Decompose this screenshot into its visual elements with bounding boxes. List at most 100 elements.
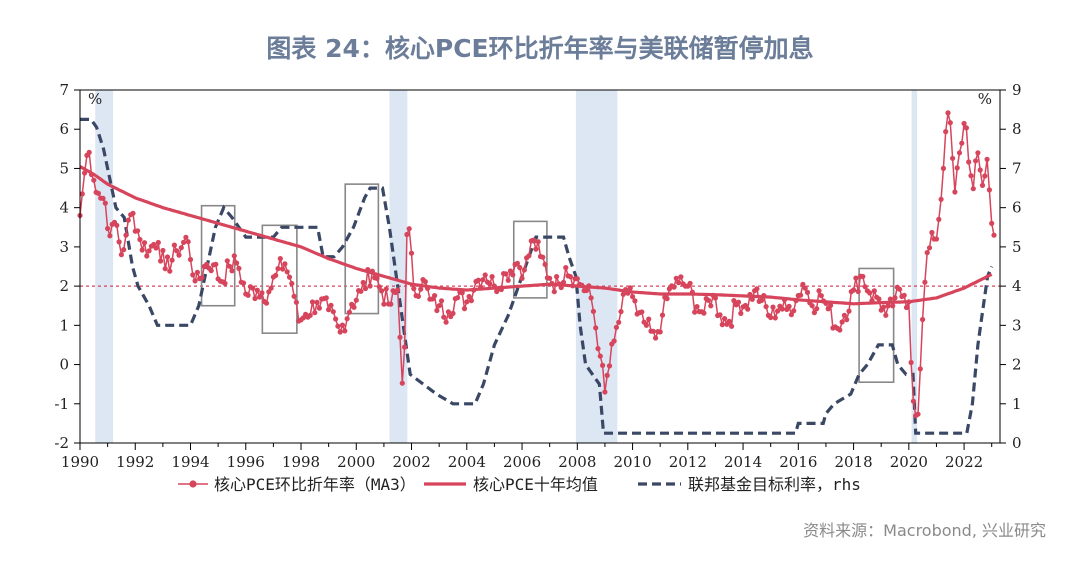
- core-pce-point-19: [121, 247, 127, 253]
- core-pce-point-354: [892, 295, 898, 301]
- core-pce-point-216: [574, 276, 580, 282]
- core-pce-point-175: [480, 277, 486, 283]
- core-pce-point-185: [503, 271, 509, 277]
- legend-label-core-pce-ten-year-average: 核心PCE十年均值: [473, 475, 598, 494]
- recession-band-4: [911, 90, 918, 443]
- core-pce-point-10: [100, 195, 106, 201]
- core-pce-point-90: [284, 269, 290, 275]
- core-pce-point-314: [800, 281, 806, 287]
- series-group: [77, 110, 997, 435]
- core-pce-point-180: [491, 283, 497, 289]
- core-pce-point-390: [975, 150, 981, 156]
- core-pce-point-41: [171, 242, 177, 248]
- core-pce-point-274: [708, 303, 714, 309]
- core-pce-point-93: [291, 293, 297, 299]
- core-pce-point-225: [595, 346, 601, 352]
- left-tick-label: 7: [59, 81, 69, 99]
- highlight-box-2: [261, 224, 298, 334]
- core-pce-point-67: [231, 253, 237, 259]
- core-pce-point-308: [786, 303, 792, 309]
- core-pce-point-213: [567, 274, 574, 280]
- x-tick-label: 1998: [282, 453, 320, 471]
- core-pce-point-101: [309, 299, 316, 305]
- core-pce-point-234: [616, 319, 622, 325]
- core-pce-point-26: [137, 236, 143, 243]
- core-pce-point-238: [625, 290, 631, 296]
- core-pce-point-373: [936, 216, 942, 222]
- core-pce-point-359: [903, 304, 910, 311]
- left-axis-unit: %: [88, 90, 102, 108]
- core-pce-point-366: [920, 316, 926, 323]
- core-pce-point-86: [275, 266, 281, 272]
- core-pce-point-166: [459, 290, 465, 296]
- core-pce-point-110: [330, 309, 336, 315]
- core-pce-point-267: [692, 309, 698, 315]
- core-pce-point-228: [602, 389, 608, 395]
- core-pce-point-222: [588, 295, 594, 301]
- core-pce-point-44: [178, 245, 184, 251]
- core-pce-point-210: [560, 279, 567, 285]
- core-pce-point-233: [613, 324, 620, 330]
- core-pce-point-16: [114, 222, 120, 228]
- highlight-boxes: [200, 183, 895, 384]
- right-tick-label: 0: [1012, 434, 1022, 452]
- core-pce-point-279: [719, 322, 725, 328]
- core-pce-point-157: [438, 298, 445, 304]
- right-tick-label: 1: [1012, 395, 1022, 413]
- right-tick-label: 7: [1012, 159, 1022, 177]
- core-pce-point-131: [379, 288, 385, 294]
- core-pce-point-102: [312, 310, 318, 316]
- core-pce-point-6: [91, 177, 97, 183]
- core-pce-point-385: [963, 125, 970, 131]
- core-pce-point-370: [929, 229, 935, 236]
- core-pce-point-4: [86, 149, 92, 155]
- core-pce-point-145: [411, 286, 417, 292]
- core-pce-point-112: [335, 323, 341, 329]
- core-pce-point-362: [910, 398, 917, 404]
- core-pce-point-83: [268, 285, 274, 291]
- core-pce-point-100: [307, 312, 313, 318]
- core-pce-point-91: [286, 274, 293, 280]
- core-pce-point-76: [252, 295, 258, 302]
- core-pce-point-365: [917, 366, 923, 372]
- core-pce-point-296: [758, 297, 765, 304]
- core-pce-point-292: [749, 296, 755, 302]
- core-pce-point-235: [618, 309, 624, 315]
- core-pce-point-369: [926, 245, 933, 251]
- core-pce-point-117: [346, 309, 352, 315]
- core-pce-point-201: [540, 254, 546, 260]
- core-pce-point-261: [678, 274, 684, 280]
- core-pce-point-51: [194, 269, 200, 275]
- core-pce-point-193: [521, 267, 527, 273]
- core-pce-point-273: [705, 297, 712, 303]
- core-pce-point-148: [418, 286, 424, 292]
- left-tick-label: 1: [59, 316, 69, 334]
- series-core-pce-ten-year-average: [79, 165, 993, 306]
- core-pce-point-334: [846, 308, 852, 314]
- core-pce-point-40: [169, 257, 175, 263]
- core-pce-point-236: [620, 291, 626, 297]
- core-pce-point-320: [814, 306, 820, 312]
- core-pce-point-162: [450, 310, 456, 316]
- core-pce-point-332: [841, 312, 848, 318]
- core-pce-point-321: [816, 288, 822, 294]
- source-note: 资料来源：Macrobond, 兴业研究: [803, 521, 1046, 540]
- core-pce-point-45: [181, 239, 187, 245]
- right-tick-label: 2: [1012, 356, 1022, 374]
- core-pce-point-336: [851, 287, 857, 293]
- core-pce-point-111: [333, 316, 339, 322]
- x-tick-label: 2016: [779, 453, 817, 471]
- x-tick-label: 2002: [392, 453, 430, 471]
- core-pce-point-164: [455, 295, 461, 301]
- core-pce-point-221: [586, 283, 592, 289]
- core-pce-point-322: [818, 293, 824, 299]
- core-pce-point-191: [517, 264, 523, 271]
- core-pce-point-129: [374, 275, 380, 281]
- core-pce-point-315: [802, 285, 808, 291]
- core-pce-point-367: [922, 279, 928, 285]
- core-pce-point-114: [339, 322, 346, 328]
- core-pce-point-133: [383, 286, 389, 292]
- core-pce-point-341: [862, 284, 868, 290]
- core-pce-point-252: [657, 329, 663, 335]
- core-pce-point-309: [788, 312, 795, 318]
